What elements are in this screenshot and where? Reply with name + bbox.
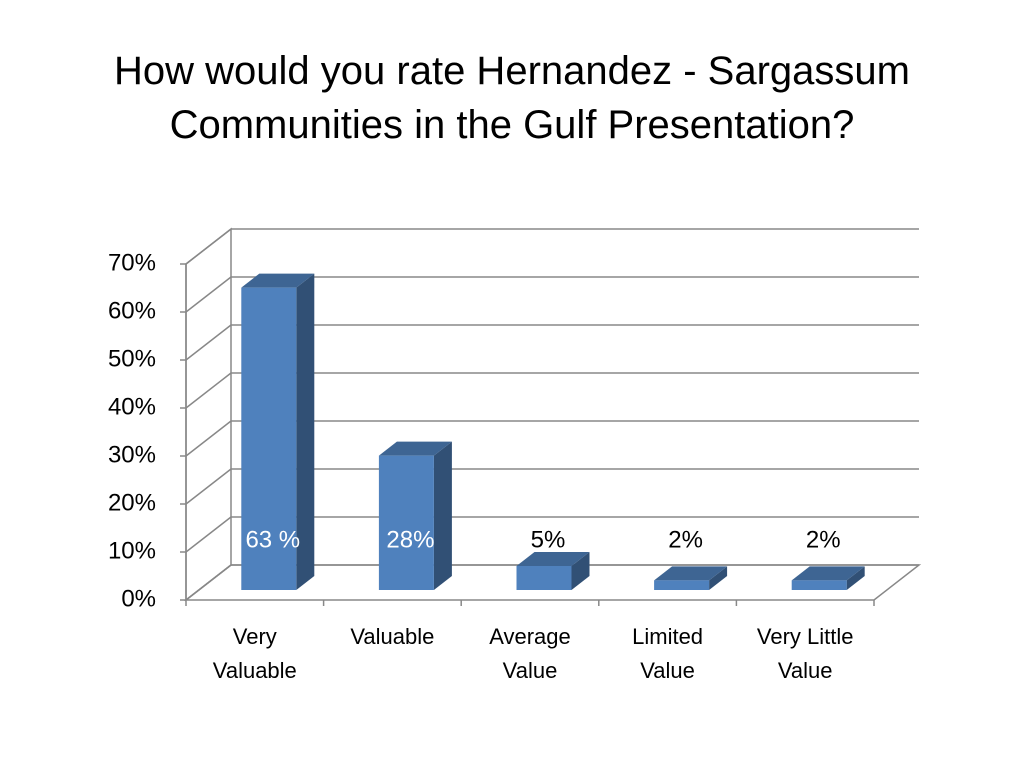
bar-top	[241, 273, 315, 288]
grid-line	[185, 468, 232, 505]
bar-front	[791, 580, 847, 590]
value-label: 5%	[531, 526, 566, 553]
y-tick-label: 50%	[108, 345, 156, 372]
bar	[791, 566, 865, 590]
chart-title: How would you rate Hernandez - Sargassum…	[114, 49, 910, 147]
bar-front	[378, 455, 434, 590]
y-tick-label: 0%	[121, 585, 156, 612]
x-tick-label: Very Little Value	[756, 624, 854, 683]
y-tick-label: 70%	[108, 249, 156, 276]
bar-top	[791, 566, 865, 581]
bar-top	[378, 441, 452, 456]
bar-top	[516, 552, 590, 566]
value-label: 2%	[806, 526, 841, 553]
y-tick-label: 10%	[108, 537, 156, 564]
value-label: 2%	[668, 526, 703, 553]
grid-line	[185, 324, 232, 361]
x-tick-label: Limited Value	[632, 624, 704, 683]
bar-side	[846, 566, 865, 590]
bar-front	[241, 287, 297, 590]
bar	[654, 566, 728, 590]
grid-line	[185, 372, 232, 409]
bar-front	[654, 580, 710, 590]
bar	[241, 273, 315, 590]
bar-front	[516, 566, 572, 590]
x-tick-label: Average Value	[489, 624, 571, 683]
bar	[516, 552, 590, 590]
grid-line	[185, 564, 232, 601]
y-tick-label: 20%	[108, 489, 156, 516]
y-tick-label: 40%	[108, 393, 156, 420]
y-tick-label: 60%	[108, 297, 156, 324]
x-tick-label: Very Valuable	[212, 624, 297, 683]
bar-side	[433, 441, 452, 590]
x-tick-label: Valuable	[350, 624, 435, 649]
bar-side	[571, 552, 590, 590]
grid-line	[185, 420, 232, 457]
grid-line	[185, 516, 232, 553]
bar-side	[296, 273, 315, 590]
bar-top	[654, 566, 728, 581]
grid-line	[185, 276, 232, 313]
bar	[378, 441, 452, 590]
value-label: 63 %	[245, 526, 300, 553]
side-wall	[185, 227, 232, 602]
grid-line	[185, 228, 232, 265]
value-label: 28%	[386, 526, 434, 553]
y-tick-label: 30%	[108, 441, 156, 468]
bar-side	[709, 566, 728, 590]
